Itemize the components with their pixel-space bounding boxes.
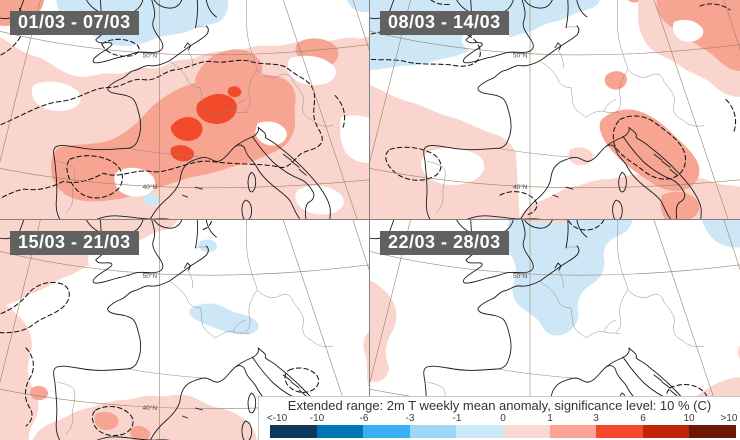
colorbar	[270, 425, 736, 438]
colorbar-segment	[596, 425, 643, 438]
colorbar-segment	[409, 425, 457, 438]
tick-label: -10	[309, 413, 325, 424]
lat-label-50n: 50°N	[143, 272, 158, 280]
map-panel-week1: 50°N 40°N 01/03 - 07/03	[0, 0, 369, 219]
colorbar-segment	[689, 425, 736, 438]
lat-label-40n: 40°N	[513, 183, 528, 191]
date-range-badge-week2: 08/03 - 14/03	[380, 11, 509, 35]
colorbar-segment	[642, 425, 690, 438]
map-panel-week3: 50°N 40°N 15/03 - 21/03	[0, 220, 369, 440]
lat-label-40n: 40°N	[143, 404, 158, 412]
tick-label: -3	[405, 413, 415, 424]
tick-label: >10	[720, 413, 738, 424]
colorbar-segment	[549, 425, 597, 438]
colorbar-segment	[316, 425, 364, 438]
lat-label-50n: 50°N	[513, 272, 528, 280]
colorbar-segment	[456, 425, 503, 438]
colorbar-legend: Extended range: 2m T weekly mean anomaly…	[258, 396, 740, 440]
significance-contours-week2	[370, 0, 737, 216]
tick-label: <-10	[266, 413, 288, 424]
tick-label: 6	[640, 413, 646, 424]
date-range-badge-week4: 22/03 - 28/03	[380, 231, 509, 255]
tick-label: 1	[547, 413, 553, 424]
lat-label-50n: 50°N	[513, 52, 528, 60]
colorbar-segment	[270, 425, 317, 438]
tick-label: 10	[683, 413, 695, 424]
tick-label: 0	[500, 413, 506, 424]
tick-label: 3	[593, 413, 599, 424]
map-panel-week2: 50°N 40°N 08/03 - 14/03	[370, 0, 740, 219]
legend-title: Extended range: 2m T weekly mean anomaly…	[287, 398, 712, 413]
colorbar-segment	[502, 425, 550, 438]
colorbar-segment	[363, 425, 410, 438]
legend-tick-labels: <-10 -10 -6 -3 -1 0 1 3 6 10 >10	[259, 413, 740, 425]
lat-label-40n: 40°N	[143, 183, 158, 191]
tick-label: -1	[452, 413, 462, 424]
tick-label: -6	[359, 413, 369, 424]
date-range-badge-week3: 15/03 - 21/03	[10, 231, 139, 255]
anomaly-shading-week2	[370, 0, 740, 219]
lat-label-50n: 50°N	[143, 52, 158, 60]
map-week2: 50°N 40°N	[370, 0, 740, 219]
date-range-badge-week1: 01/03 - 07/03	[10, 11, 139, 35]
